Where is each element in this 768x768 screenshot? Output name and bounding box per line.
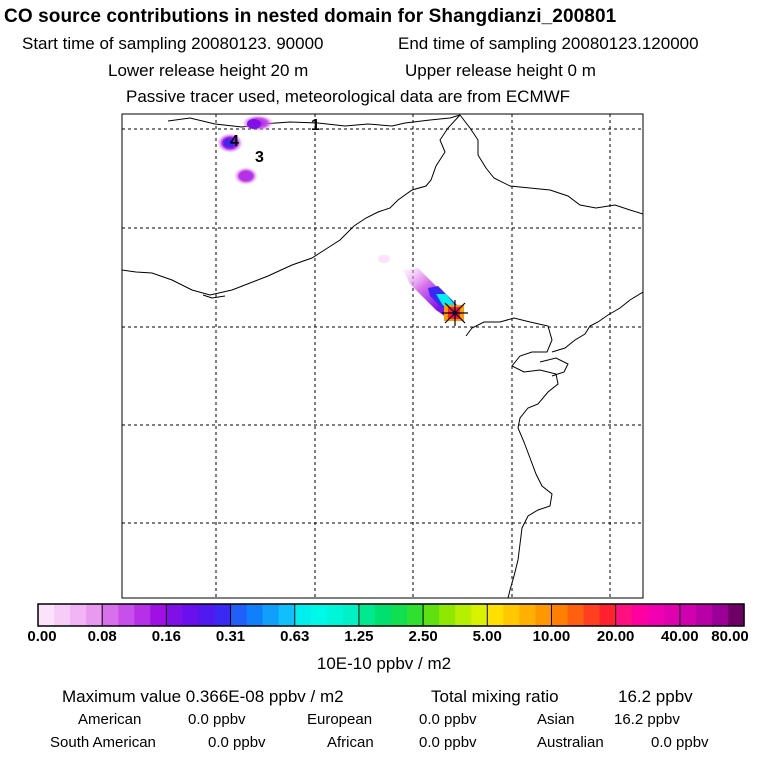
colorbar-tick-label: 40.00 bbox=[661, 628, 699, 645]
colorbar-tick-label: 10.00 bbox=[532, 628, 571, 645]
colorbar-cell bbox=[503, 604, 520, 626]
colorbar-tick-label: 2.50 bbox=[408, 628, 438, 645]
sampling-start: Start time of sampling 20080123. 90000 bbox=[22, 34, 324, 53]
colorbar-cell bbox=[455, 604, 472, 626]
colorbar-tick-label: 0.00 bbox=[27, 628, 57, 645]
colorbar-tick-label: 5.00 bbox=[472, 628, 502, 645]
colorbar-tick-label: 0.08 bbox=[87, 628, 117, 645]
source-label-4: 4 bbox=[230, 133, 239, 150]
colorbar-tick-label: 80.00 bbox=[711, 628, 749, 645]
colorbar-cell bbox=[423, 604, 440, 626]
region-name-european: European bbox=[307, 711, 373, 728]
colorbar-cell bbox=[358, 604, 376, 626]
lower-release-height: Lower release height 20 m bbox=[108, 61, 309, 80]
colorbar-tick-label: 0.31 bbox=[215, 628, 246, 645]
map-border bbox=[121, 113, 644, 599]
colorbar-cell bbox=[134, 604, 151, 626]
region-value-american: 0.0 ppbv bbox=[188, 711, 246, 728]
colorbar-cell bbox=[294, 604, 312, 626]
colorbar-cell bbox=[182, 604, 200, 626]
colorbar-cell bbox=[391, 604, 408, 626]
upper-release-height: Upper release height 0 m bbox=[405, 61, 596, 80]
colorbar-cell bbox=[551, 604, 569, 626]
max-value: Maximum value 0.366E-08 ppbv / m2 bbox=[62, 687, 344, 706]
tracer-note: Passive tracer used, meteorological data… bbox=[126, 87, 571, 106]
colorbar-cell bbox=[70, 604, 87, 626]
colorbar-cell bbox=[246, 604, 264, 626]
colorbar-cell bbox=[567, 604, 585, 626]
colorbar-cell bbox=[374, 604, 392, 626]
colorbar-cell bbox=[599, 604, 617, 626]
plot-title: CO source contributions in nested domain… bbox=[4, 6, 617, 27]
colorbar-cell bbox=[86, 604, 103, 626]
colorbar-cell bbox=[487, 604, 504, 626]
colorbar-cell bbox=[198, 604, 216, 626]
colorbar-cell bbox=[663, 604, 681, 626]
colorbar-cell bbox=[727, 604, 745, 626]
colorbar-cell bbox=[38, 604, 55, 626]
total-mixing-value: 16.2 ppbv bbox=[618, 687, 693, 706]
colorbar-tick-label: 0.16 bbox=[151, 628, 181, 645]
region-name-australian: Australian bbox=[537, 734, 604, 751]
colorbar-cell bbox=[310, 604, 328, 626]
region-value-european: 0.0 ppbv bbox=[419, 711, 477, 728]
region-name-african: African bbox=[327, 734, 374, 751]
colorbar-cell bbox=[535, 604, 553, 626]
colorbar-cell bbox=[407, 604, 424, 626]
colorbar-cell bbox=[102, 604, 119, 626]
colorbar-cell bbox=[679, 604, 697, 626]
colorbar-cell bbox=[54, 604, 71, 626]
colorbar-cell bbox=[711, 604, 729, 626]
map-boundaries bbox=[122, 114, 643, 598]
colorbar-cell bbox=[166, 604, 184, 626]
region-value-south-american: 0.0 ppbv bbox=[208, 734, 266, 751]
map-grid bbox=[122, 114, 643, 598]
colorbar-cell bbox=[278, 604, 296, 626]
colorbar-cell bbox=[150, 604, 167, 626]
colorbar-tick-label: 0.63 bbox=[280, 628, 310, 645]
colorbar-unit: 10E-10 ppbv / m2 bbox=[316, 654, 452, 673]
region-value-african: 0.0 ppbv bbox=[419, 734, 477, 751]
region-name-south-american: South American bbox=[50, 734, 156, 751]
colorbar-cell bbox=[326, 604, 344, 626]
region-name-american: American bbox=[78, 711, 142, 728]
colorbar-cell bbox=[342, 604, 360, 626]
region-name-asian: Asian bbox=[537, 711, 575, 728]
source-label-1: 1 bbox=[311, 117, 320, 134]
colorbar-cell bbox=[262, 604, 280, 626]
colorbar-cell bbox=[230, 604, 248, 626]
region-value-asian: 16.2 ppbv bbox=[614, 711, 680, 728]
colorbar-cell bbox=[583, 604, 601, 626]
colorbar-tick-label: 20.00 bbox=[596, 628, 635, 645]
colorbar-tick-label: 1.25 bbox=[344, 628, 374, 645]
source-label-3: 3 bbox=[255, 149, 264, 166]
station-marker bbox=[442, 300, 468, 326]
colorbar-cell bbox=[471, 604, 488, 626]
colorbar-cell bbox=[439, 604, 456, 626]
sampling-end: End time of sampling 20080123.120000 bbox=[398, 34, 699, 53]
colorbar-cell bbox=[615, 604, 633, 626]
colorbar-cell bbox=[214, 604, 232, 626]
region-value-australian: 0.0 ppbv bbox=[651, 734, 709, 751]
colorbar-cell bbox=[631, 604, 649, 626]
colorbar-cell bbox=[647, 604, 665, 626]
colorbar-cell bbox=[519, 604, 537, 626]
total-mixing-label: Total mixing ratio bbox=[431, 687, 559, 706]
colorbar-cell bbox=[695, 604, 713, 626]
colorbar-cell bbox=[118, 604, 135, 626]
